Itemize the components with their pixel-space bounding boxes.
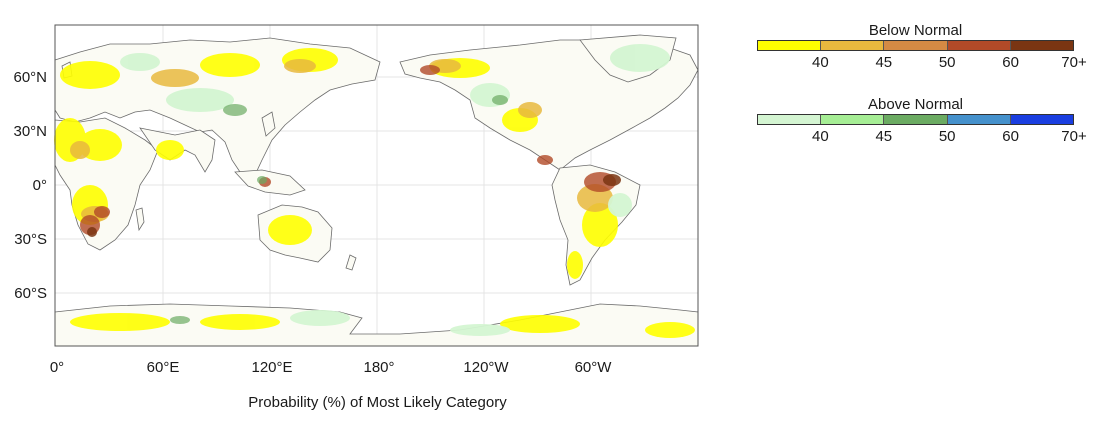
legend-tick: 60 [1002, 128, 1019, 145]
legend-tick: 50 [938, 54, 956, 71]
legend-tick: 70+ [1061, 54, 1087, 71]
lat-label: 60°S [14, 285, 47, 302]
lat-label: 60°N [13, 69, 47, 86]
lat-label: 30°S [14, 231, 47, 248]
lon-label: 60°W [575, 359, 613, 376]
longitude-labels: 0° 60°E 120°E 180° 120°W 60°W [50, 359, 612, 376]
probability-shading [54, 44, 695, 338]
legend-title: Below Normal [868, 22, 963, 39]
legend-swatch [1010, 41, 1074, 50]
legend-ticks: 40 45 50 60 70+ [757, 51, 1087, 71]
legend-tick: 70+ [1061, 128, 1087, 145]
legend-above-normal: Above Normal 40 45 50 60 70+ [757, 96, 1087, 145]
legend-title: Above Normal [867, 96, 964, 113]
legend-swatch [884, 41, 948, 50]
legend-color-bar [757, 114, 1074, 125]
legend-tick: 40 [812, 54, 829, 71]
legend-color-bar [757, 40, 1074, 51]
legend-swatch [1010, 115, 1074, 124]
legend-swatch [758, 41, 822, 50]
map-caption: Probability (%) of Most Likely Category [248, 394, 507, 411]
madagascar-landmass [135, 207, 145, 232]
lon-label: 60°E [147, 359, 180, 376]
lon-label: 0° [50, 359, 64, 376]
lon-label: 120°W [463, 359, 509, 376]
legend-swatch [821, 41, 885, 50]
new-zealand-landmass [345, 254, 357, 271]
japan-landmass [261, 111, 276, 137]
legend-below-normal: Below Normal 40 45 50 60 70+ [757, 22, 1087, 71]
legend-tick: 45 [875, 128, 893, 145]
legend-tick: 60 [1002, 54, 1019, 71]
legend-swatch [884, 115, 948, 124]
legend-swatch [758, 115, 822, 124]
lat-label: 0° [33, 177, 47, 194]
legend-swatch [947, 41, 1011, 50]
latitude-labels: 60°N 30°N 0° 30°S 60°S [13, 69, 47, 302]
lon-label: 120°E [251, 359, 292, 376]
legend-swatch [947, 115, 1011, 124]
lon-label: 180° [363, 359, 394, 376]
legend-tick: 50 [938, 128, 956, 145]
map-frame [54, 24, 699, 347]
legend-tick: 40 [812, 128, 829, 145]
legend-swatch [821, 115, 885, 124]
lat-label: 30°N [13, 123, 47, 140]
legend-ticks: 40 45 50 60 70+ [757, 125, 1087, 145]
legend-tick: 45 [875, 54, 893, 71]
